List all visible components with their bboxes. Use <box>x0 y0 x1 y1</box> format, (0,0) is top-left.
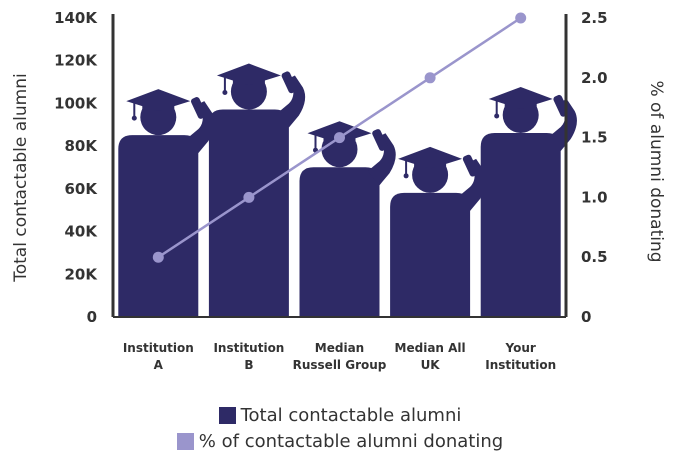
legend-swatch-bars <box>218 407 236 424</box>
left-tick-label: 60K <box>65 180 99 198</box>
right-tick-label: 2.5 <box>581 9 608 27</box>
bar-5 <box>480 87 577 317</box>
line-point <box>334 132 345 144</box>
left-tick-label: 0 <box>87 308 97 326</box>
cap-band <box>142 102 175 111</box>
legend-entry-line: % of contactable alumni donating <box>0 431 680 452</box>
line-layer <box>152 12 527 263</box>
line-point <box>152 251 164 263</box>
bar-1 <box>118 89 215 317</box>
category-label: Median All UK <box>395 341 466 372</box>
labels-layer: 0 20K 40K 60K 80K 100K 120K 140K 0 0.5 1.0 1.5 2.0 2.… <box>11 9 666 372</box>
bar-4 <box>390 146 487 317</box>
left-axis-title: Total contactable alumni <box>11 73 31 283</box>
phone-icon <box>281 71 298 94</box>
phone-icon <box>372 129 388 151</box>
arm-shape <box>458 158 487 211</box>
right-tick-label: 1.0 <box>581 188 608 206</box>
cap-band <box>504 100 537 109</box>
left-tick-label: 20K <box>65 265 99 283</box>
bar-body <box>480 133 561 317</box>
legend-label-line: % of contactable alumni donating <box>198 431 504 452</box>
legend-label-bars: Total contactable alumni <box>240 405 462 426</box>
arm-shape <box>548 99 577 152</box>
bar-body <box>208 109 289 318</box>
right-axis-title: % of alumni donating <box>646 80 666 262</box>
phone-icon <box>191 97 207 119</box>
right-tick-label: 2.0 <box>581 69 608 87</box>
tassel-end <box>494 113 500 119</box>
left-tick-label: 100K <box>54 94 98 112</box>
bar-body <box>390 192 471 317</box>
legend-entry-bars: Total contactable alumni <box>0 405 680 426</box>
right-tick-label: 1.5 <box>581 129 608 147</box>
bar-3 <box>299 121 396 317</box>
arm-shape <box>276 75 306 128</box>
left-tick-label: 120K <box>54 52 98 70</box>
left-tick-label: 140K <box>54 9 98 27</box>
tassel-end <box>131 115 137 121</box>
cap-band <box>414 159 447 168</box>
tassel-end <box>403 173 409 179</box>
phone-icon <box>462 154 479 177</box>
category-label: Your Institution <box>485 341 556 372</box>
legend-swatch-line <box>176 433 194 450</box>
left-tick-label: 40K <box>65 223 99 241</box>
bar-2 <box>208 63 306 318</box>
category-label: Institution A <box>123 341 194 372</box>
category-label: Institution B <box>213 341 284 372</box>
axes-layer <box>111 14 568 318</box>
arm-shape <box>367 133 396 186</box>
left-tick-label: 80K <box>65 137 99 155</box>
bar-body <box>299 167 380 317</box>
line-point <box>515 12 527 24</box>
line-point <box>243 191 255 203</box>
cap-band <box>232 76 265 85</box>
bar-body <box>118 135 199 317</box>
right-tick-label: 0.5 <box>581 248 608 266</box>
arm-shape <box>186 101 215 154</box>
line-point <box>424 72 436 84</box>
category-label: Median Russell Group <box>293 341 387 372</box>
bars-layer <box>118 63 577 318</box>
tassel-end <box>222 90 228 96</box>
right-tick-label: 0 <box>581 308 591 326</box>
